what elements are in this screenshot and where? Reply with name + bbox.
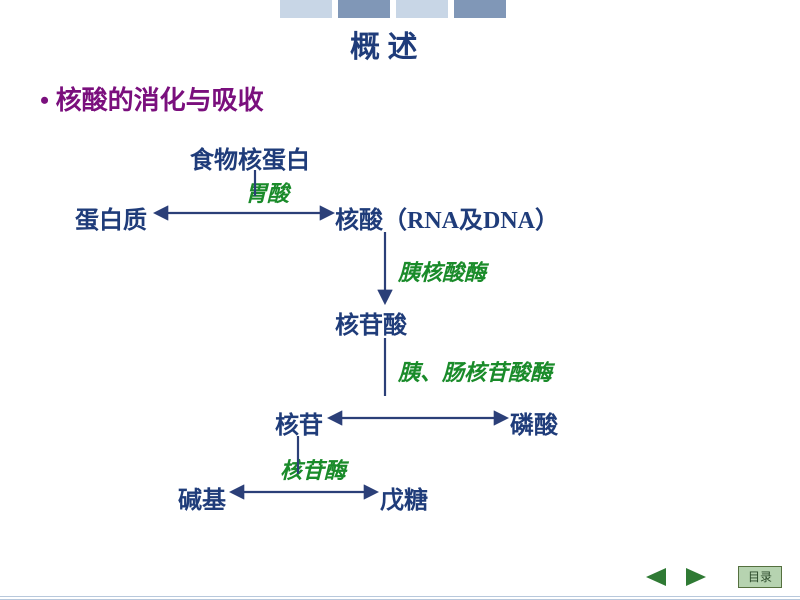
enzyme-nuclease: 胰核酸酶 [398,255,486,287]
triangle-right-icon [682,566,710,588]
toc-label: 目录 [748,570,772,584]
footer-decoration [0,594,800,600]
triangle-left-icon [642,566,670,588]
node-nucleotide: 核苷酸 [335,305,407,340]
page-title: 概 述 [350,22,418,66]
enzyme-nucleosidase: 核苷酶 [280,453,346,485]
next-slide-button[interactable] [682,566,710,588]
prev-slide-button[interactable] [642,566,670,588]
subtitle-text: 核酸的消化与吸收 [56,86,264,115]
header-decoration-block [338,0,390,18]
node-pentose: 戊糖 [380,480,428,515]
enzyme-nucleotidase: 胰、肠核苷酸酶 [398,355,552,387]
enzyme-gastric: 胃酸 [245,176,289,208]
bullet: • [40,86,49,115]
table-of-contents-button[interactable]: 目录 [738,566,782,588]
node-protein: 蛋白质 [75,200,147,235]
node-food: 食物核蛋白 [190,140,310,175]
node-nucleic: 核酸（RNA及DNA） [335,200,559,235]
header-decoration-block [454,0,506,18]
section-subtitle: • 核酸的消化与吸收 [40,80,264,117]
node-phosphate: 磷酸 [510,405,558,440]
node-base: 碱基 [178,480,226,515]
header-decoration-block [280,0,332,18]
node-nucleoside: 核苷 [275,405,323,440]
header-decoration-block [396,0,448,18]
